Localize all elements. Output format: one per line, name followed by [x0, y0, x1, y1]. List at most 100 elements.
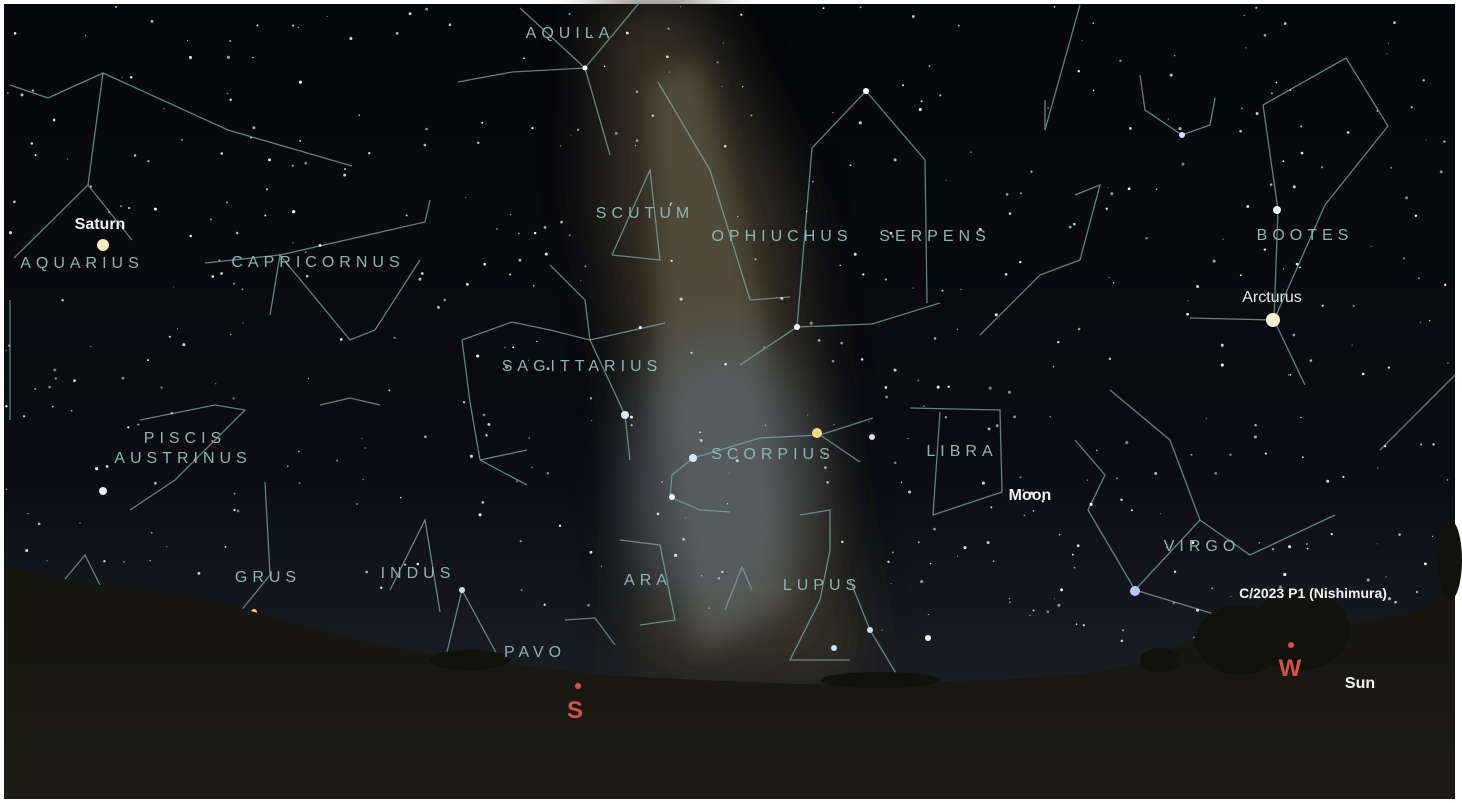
star	[53, 119, 56, 122]
object-label[interactable]: Moon	[1009, 487, 1052, 504]
star	[1301, 152, 1304, 155]
constellation-label[interactable]: ARA	[624, 572, 672, 589]
constellation-label[interactable]: CAPRICORNUS	[231, 254, 404, 271]
star	[361, 438, 362, 439]
star	[528, 437, 530, 439]
constellation-label[interactable]: AQUARIUS	[20, 255, 144, 272]
constellation-label[interactable]: SCORPIUS	[711, 446, 835, 463]
star	[671, 260, 673, 262]
star	[1321, 166, 1323, 168]
star	[1047, 611, 1050, 614]
star	[1130, 586, 1140, 596]
star	[988, 427, 991, 430]
star	[1300, 417, 1302, 419]
constellation-label[interactable]: PAVO	[504, 644, 566, 661]
star	[721, 86, 722, 87]
star	[1415, 215, 1417, 217]
star	[885, 278, 887, 280]
constellation-label[interactable]: LUPUS	[783, 577, 861, 594]
star	[1187, 300, 1188, 301]
star	[754, 258, 756, 260]
star	[708, 608, 709, 609]
star	[521, 589, 523, 591]
star	[1106, 208, 1108, 210]
star	[919, 108, 922, 111]
constellation-label[interactable]: GRUS	[235, 569, 301, 586]
star	[166, 546, 167, 547]
star	[636, 139, 639, 142]
star	[840, 342, 843, 345]
star	[443, 299, 446, 302]
constellation-label[interactable]: AUSTRINUS	[114, 450, 251, 467]
star	[810, 322, 813, 325]
star	[234, 509, 236, 511]
star	[1283, 268, 1285, 270]
star	[533, 285, 535, 287]
star	[465, 197, 466, 198]
constellation-label[interactable]: INDUS	[381, 565, 456, 582]
star	[292, 25, 294, 27]
star	[220, 272, 223, 275]
star	[304, 162, 307, 165]
star	[1271, 92, 1273, 94]
constellation-label[interactable]: LIBRA	[926, 443, 997, 460]
star	[1076, 623, 1078, 625]
star	[591, 420, 592, 421]
star	[25, 549, 28, 552]
star	[496, 228, 498, 230]
star	[1447, 363, 1448, 364]
star	[1306, 543, 1308, 545]
star	[1264, 248, 1266, 250]
star	[71, 410, 73, 412]
star	[1186, 313, 1189, 316]
star	[1385, 576, 1386, 577]
star	[718, 577, 721, 580]
cardinal-dot	[575, 683, 581, 689]
star	[292, 165, 294, 167]
star	[763, 346, 765, 348]
constellation-label[interactable]: VIRGO	[1164, 538, 1241, 555]
object-label[interactable]: C/2023 P1 (Nishimura)	[1239, 585, 1387, 601]
star	[173, 287, 174, 288]
object-label[interactable]: Sun	[1345, 675, 1375, 692]
constellation-label[interactable]: SAGITTARIUS	[502, 358, 663, 375]
constellation-label[interactable]: OPHIUCHUS	[711, 228, 852, 245]
star	[48, 386, 50, 388]
constellation-label[interactable]: BOOTES	[1257, 227, 1354, 244]
star	[1377, 467, 1378, 468]
star	[887, 561, 889, 563]
star	[737, 216, 738, 217]
star	[5, 488, 7, 490]
constellation-label[interactable]: PISCIS	[144, 430, 226, 447]
star	[742, 86, 743, 87]
star	[908, 491, 911, 494]
star	[531, 127, 533, 129]
star	[169, 336, 171, 338]
star	[137, 424, 139, 426]
cardinal-point: W	[1279, 655, 1302, 682]
star	[1420, 322, 1421, 323]
constellation-label[interactable]: SCUTUM	[596, 205, 694, 222]
star	[8, 345, 10, 347]
star	[957, 328, 958, 329]
star	[1384, 445, 1386, 447]
star	[349, 37, 352, 40]
constellation-label[interactable]: SERPENS	[879, 228, 990, 245]
star	[34, 388, 36, 390]
star	[823, 7, 825, 9]
star	[721, 571, 724, 574]
star	[917, 380, 919, 382]
star	[1049, 416, 1051, 418]
star	[189, 56, 192, 59]
constellation-label[interactable]: AQUILA	[526, 25, 615, 42]
tree	[1140, 648, 1180, 672]
sky-view[interactable]: AQUILA SCUTUM OPHIUCHUS SERPENS BOOTES A…	[0, 0, 1462, 803]
star	[1213, 260, 1216, 263]
star	[729, 472, 730, 473]
star	[218, 259, 220, 261]
object-label[interactable]: Arcturus	[1242, 289, 1302, 306]
star	[147, 359, 149, 361]
star	[388, 389, 390, 391]
object-label[interactable]: Saturn	[75, 216, 126, 233]
star	[1353, 305, 1355, 307]
